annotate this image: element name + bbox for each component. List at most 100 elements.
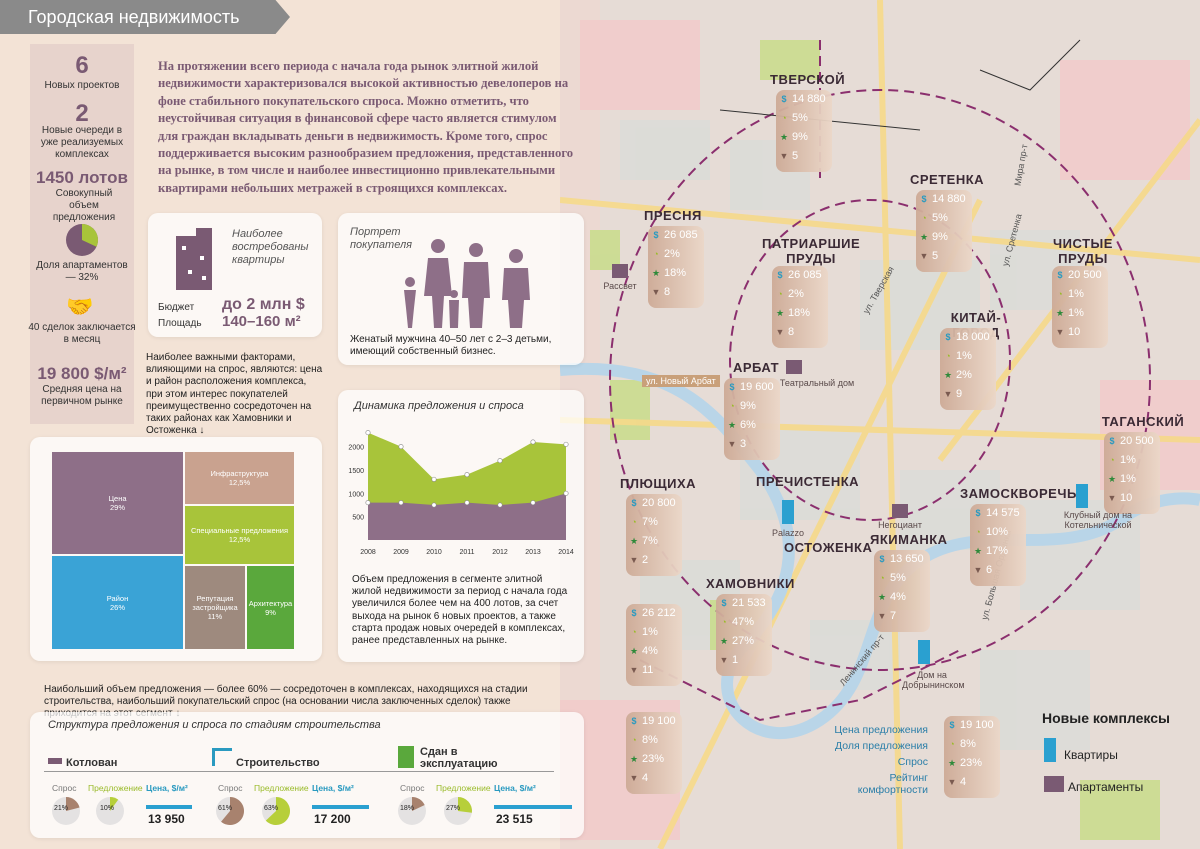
demand-icon: ★ bbox=[919, 232, 929, 242]
buyer-title: Портрет покупателя bbox=[350, 226, 413, 251]
area-value: 140–160 м² bbox=[222, 313, 301, 330]
district-label-plyushikha: ПЛЮЩИХА bbox=[620, 476, 697, 491]
y-tick-label: 1500 bbox=[348, 468, 364, 475]
flat-marker-palazzo[interactable] bbox=[782, 500, 794, 524]
dynamics-text: Объем предложения в сегменте элитной жил… bbox=[352, 574, 568, 647]
data-point bbox=[365, 430, 371, 436]
apartment-marker-negociant[interactable] bbox=[892, 504, 908, 518]
legend-flat-icon bbox=[1044, 738, 1056, 762]
dynamics-chart: 500 1000 1500 2000 2008 2009 2010 2011 2012 2013 2… bbox=[348, 430, 574, 556]
x-tick-label: 2008 bbox=[360, 549, 376, 556]
district-card-tagansky[interactable]: $20 500 ◔ 1% ★ 1% ▼ 10 bbox=[1104, 432, 1160, 514]
demand-icon: ★ bbox=[1107, 474, 1117, 484]
stage1-price: 13 950 bbox=[148, 812, 185, 826]
district-card-presnya[interactable]: $26 085 ◔ 2% ★ 18% ▼ 8 bbox=[648, 226, 704, 308]
district-label-khamovniki: ХАМОВНИКИ bbox=[706, 576, 795, 591]
district-card-ostozhenka[interactable]: $21 533 ◔ 47% ★ 27% ▼ 1 bbox=[716, 594, 772, 676]
crane-icon bbox=[212, 748, 232, 766]
district-card-south[interactable]: $19 100 ◔ 8% ★ 23% ▼ 4 bbox=[626, 712, 682, 794]
comfort-icon: ▼ bbox=[775, 327, 785, 337]
area-label: Площадь bbox=[158, 318, 202, 329]
price-icon: $ bbox=[921, 194, 927, 204]
treemap-cell-infrastructure: Инфраструктура 12,5% bbox=[185, 452, 294, 504]
supply-slice bbox=[110, 797, 119, 811]
comfort-icon: ▼ bbox=[727, 439, 737, 449]
district-card-sretenka[interactable]: $14 880 ◔ 5% ★ 9% ▼ 5 bbox=[916, 190, 972, 272]
district-card-kitay-gorod[interactable]: $18 000 ◔ 1% ★ 2% ▼ 9 bbox=[940, 328, 996, 410]
district-card-tverskoy[interactable]: $14 880 ◔ 5% ★ 9% ▼ 5 bbox=[776, 90, 832, 172]
stage3-demand-label: Спрос bbox=[400, 783, 425, 793]
family-icon bbox=[404, 239, 530, 328]
stat-lots-value: 1450 лотов bbox=[35, 168, 128, 187]
price-icon: $ bbox=[1109, 436, 1115, 446]
share-icon: ◔ bbox=[631, 627, 637, 637]
building-label-negociant: Негоциант bbox=[878, 520, 922, 530]
district-label-sretenka: СРЕТЕНКА bbox=[910, 172, 985, 187]
city-map[interactable] bbox=[560, 0, 1200, 849]
stage-name-done: Сдан в эксплуатацию bbox=[420, 746, 498, 770]
legend-sample-card: $19 100 ◔ 8% ★ 23% ▼ 4 bbox=[944, 716, 1000, 798]
building-label-kotelnicheskaya: Клубный дом на Котельнической bbox=[1063, 510, 1133, 530]
stage3-demand-pct: 18% bbox=[400, 805, 415, 812]
comfort-icon: ▼ bbox=[629, 665, 639, 675]
section-header: Городская недвижимость bbox=[0, 0, 290, 34]
treemap-cell-reputation: Репутация застройщика 11% bbox=[185, 566, 245, 649]
price-icon: $ bbox=[975, 508, 981, 518]
building-label-rassvet: Рассвет bbox=[603, 281, 637, 291]
share-icon: ◔ bbox=[631, 517, 637, 527]
stage3-demand-pie bbox=[398, 797, 426, 825]
stat-new-projects-label: Новых проектов bbox=[44, 80, 120, 91]
price-icon: $ bbox=[729, 382, 735, 392]
price-icon: $ bbox=[777, 270, 783, 280]
legend-share-label: Доля предложения bbox=[834, 740, 928, 752]
district-card-plyushikha[interactable]: $20 800 ◔ 7% ★ 7% ▼ 2 bbox=[626, 494, 682, 576]
price-icon: $ bbox=[721, 598, 727, 608]
apartment-marker-teatralny[interactable] bbox=[786, 360, 802, 374]
comfort-icon: ▼ bbox=[629, 773, 639, 783]
building-label-palazzo: Palazzo bbox=[771, 528, 805, 538]
data-point bbox=[398, 500, 404, 506]
share-icon: ◔ bbox=[1057, 289, 1063, 299]
district-card-chistye[interactable]: $20 500 ◔ 1% ★ 1% ▼ 10 bbox=[1052, 266, 1108, 348]
buyer-card bbox=[338, 213, 584, 365]
buyer-text: Женатый мужчина 40–50 лет с 2–3 детьми, … bbox=[350, 334, 552, 357]
price-icon: $ bbox=[631, 716, 637, 726]
district-label-ostozhenka: ОСТОЖЕНКА bbox=[784, 540, 873, 555]
district-label-zamoskvorechye: ЗАМОСКВОРЕЧЬЕ bbox=[960, 486, 1086, 501]
stage2-demand-pie bbox=[216, 797, 244, 825]
apartments-slice bbox=[82, 224, 98, 247]
flat-marker-kotelnicheskaya[interactable] bbox=[1076, 484, 1088, 508]
share-icon: ◔ bbox=[781, 113, 787, 123]
data-point bbox=[497, 458, 503, 464]
price-icon: $ bbox=[653, 230, 659, 240]
price-icon: $ bbox=[949, 720, 955, 730]
treemap-cell-district: Район 26% bbox=[52, 556, 183, 649]
price-icon: $ bbox=[631, 608, 637, 618]
building-label-teatralny: Театральный дом bbox=[779, 378, 855, 388]
district-card-arbat[interactable]: $19 600 ◔ 9% ★ 6% ▼ 3 bbox=[724, 378, 780, 460]
x-tick-label: 2012 bbox=[492, 549, 508, 556]
stage2-supply-pie bbox=[262, 797, 290, 825]
supply-slice bbox=[458, 797, 472, 813]
stat-apartments-label: Доля апартаментов — 32% bbox=[36, 260, 128, 283]
budget-label: Бюджет bbox=[158, 302, 195, 313]
price-icon: $ bbox=[879, 554, 885, 564]
district-card-patriarshie[interactable]: $26 085 ◔ 2% ★ 18% ▼ 8 bbox=[772, 266, 828, 348]
treemap-cell-architecture: Архитектура 9% bbox=[247, 566, 294, 649]
district-card-khamovniki[interactable]: $26 212 ◔ 1% ★ 4% ▼ 11 bbox=[626, 604, 682, 686]
demand-icon: ★ bbox=[629, 754, 639, 764]
demand-icon: ★ bbox=[651, 268, 661, 278]
district-label-arbat: АРБАТ bbox=[732, 360, 780, 375]
demand-slice bbox=[66, 797, 80, 811]
district-card-yakimanka[interactable]: $13 650 ◔ 5% ★ 4% ▼ 7 bbox=[874, 550, 930, 632]
demand-icon: ★ bbox=[943, 370, 953, 380]
share-icon: ◔ bbox=[879, 573, 885, 583]
district-card-zamoskvorechye[interactable]: $14 575 ◔ 10% ★ 17% ▼ 6 bbox=[970, 504, 1026, 586]
comfort-icon: ▼ bbox=[919, 251, 929, 261]
apartment-marker-rassvet[interactable] bbox=[612, 264, 628, 278]
demand-slice bbox=[412, 797, 425, 811]
share-icon: ◔ bbox=[721, 617, 727, 627]
stage-name-pit: Котлован bbox=[66, 757, 118, 769]
flat-marker-dobryninsky[interactable] bbox=[918, 640, 930, 664]
y-tick-label: 1000 bbox=[348, 491, 364, 498]
